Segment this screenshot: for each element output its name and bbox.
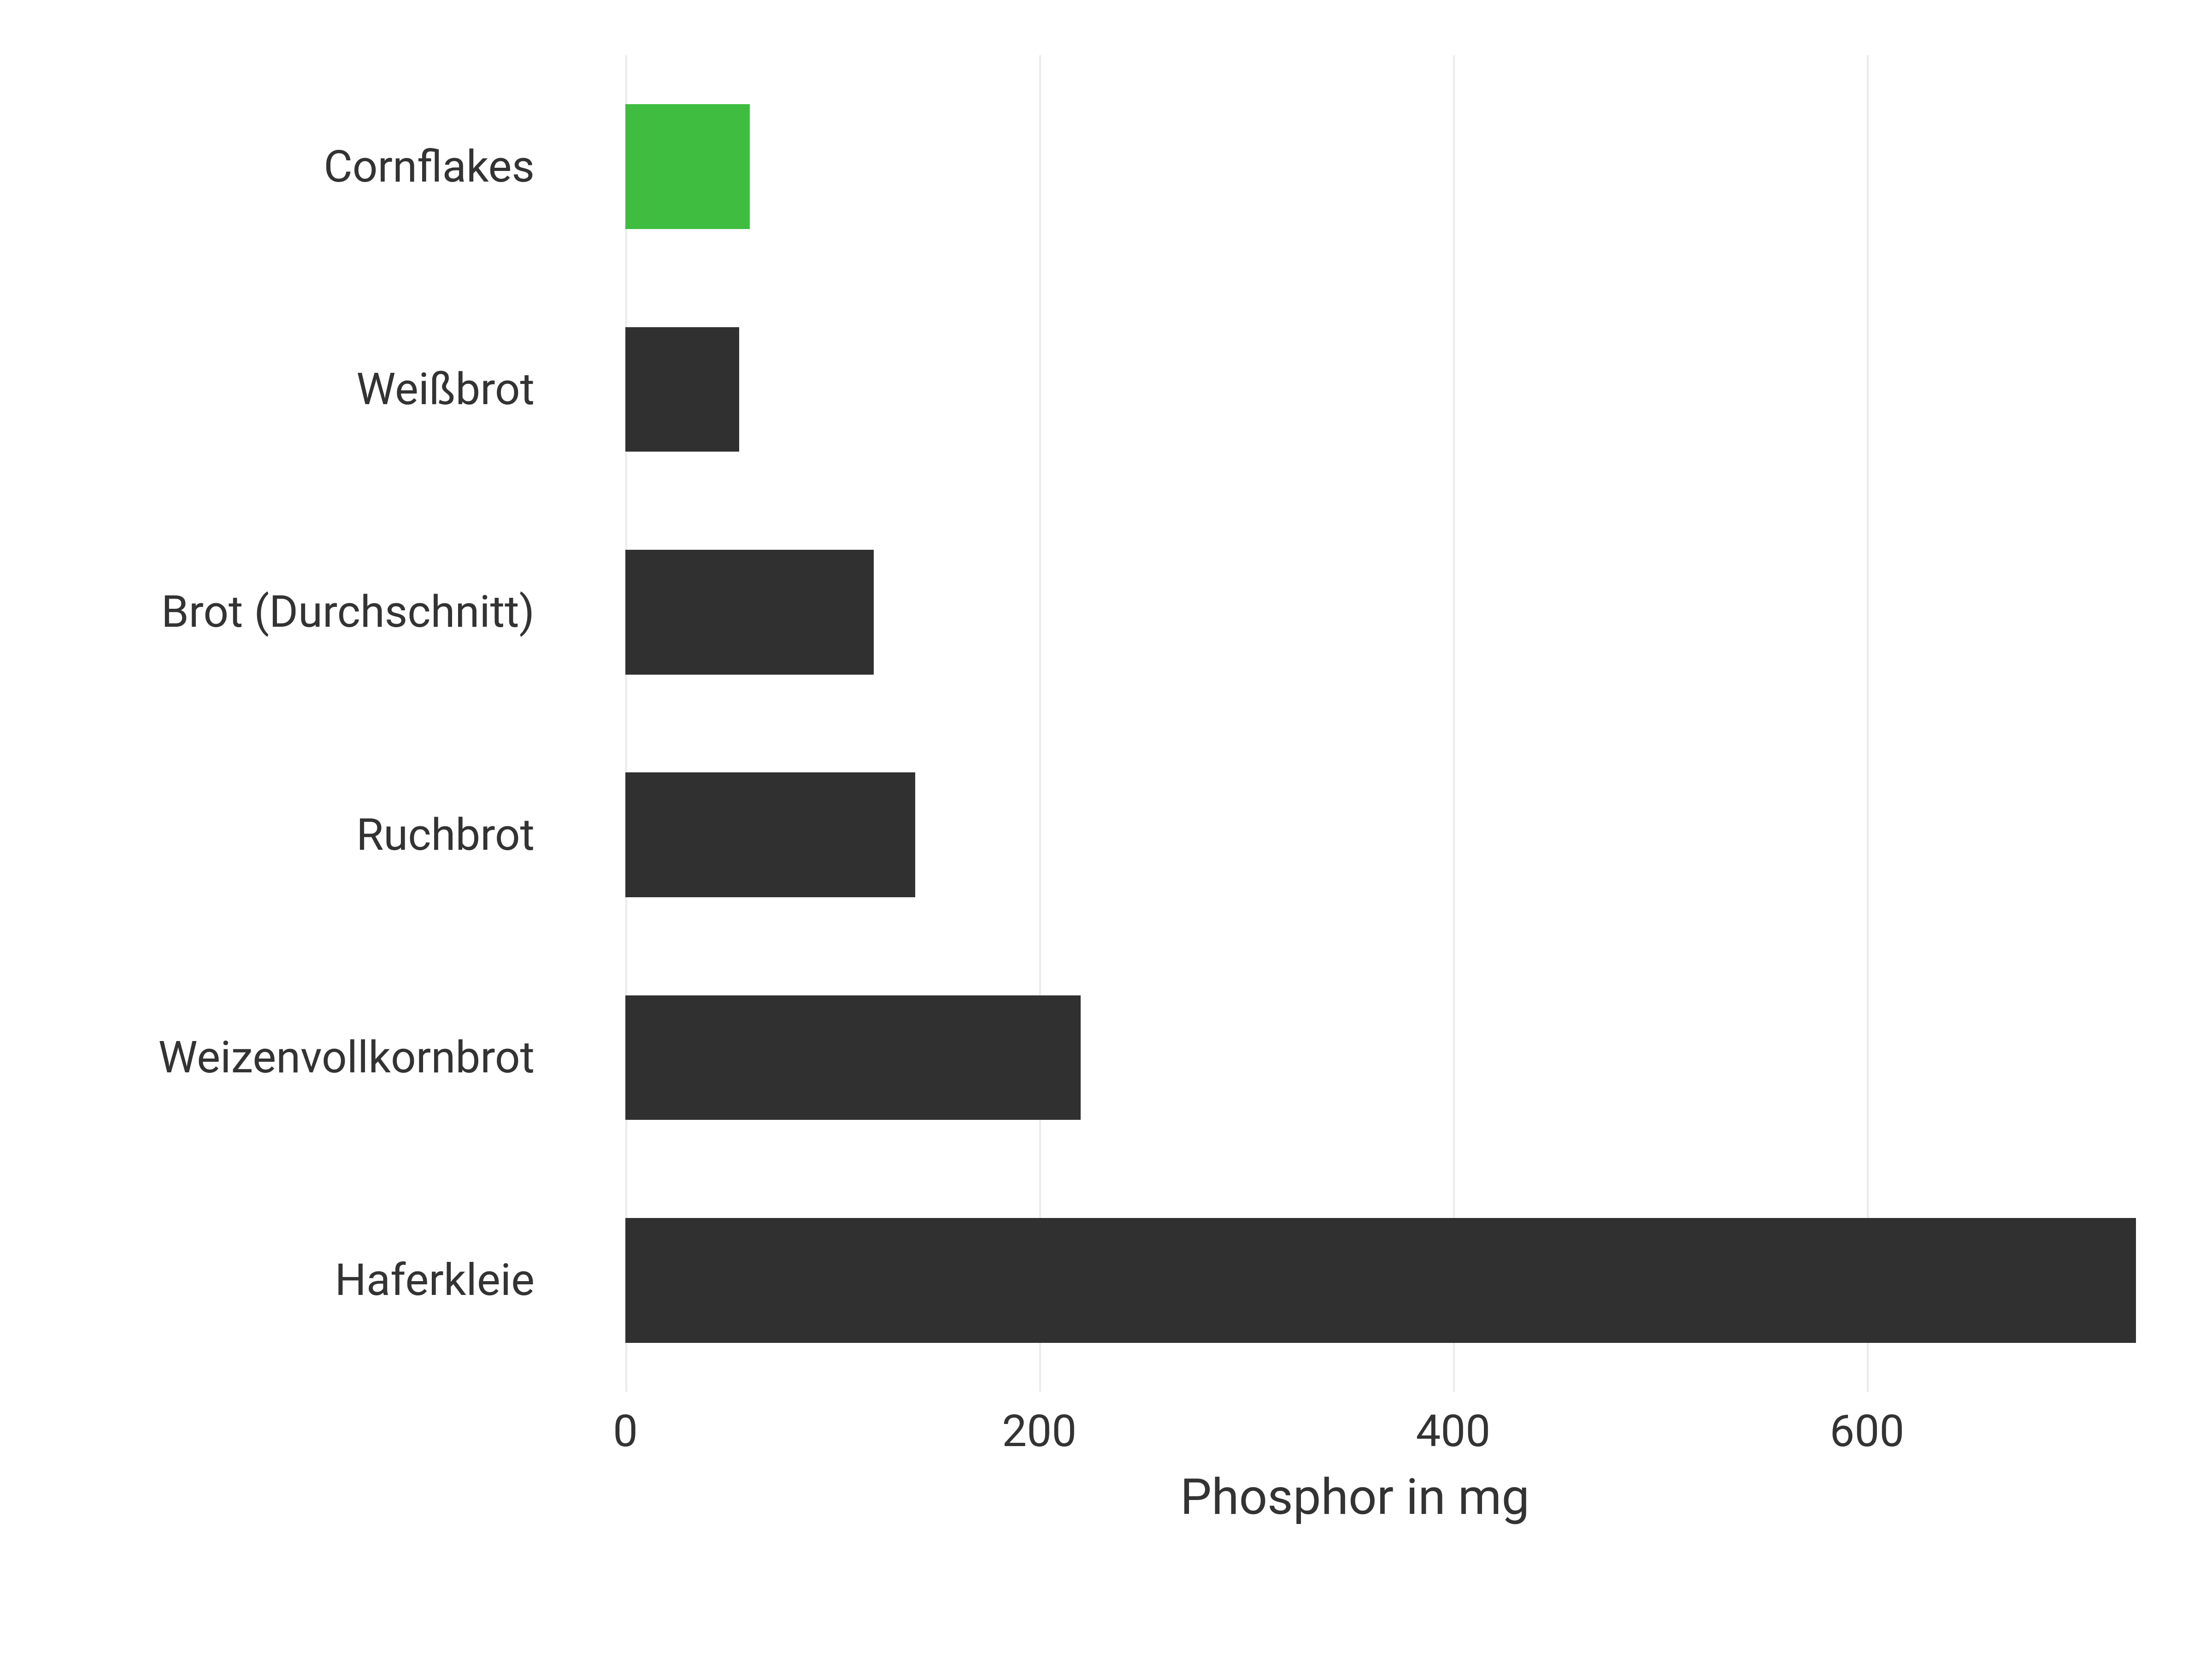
y-axis-label: Ruchbrot [356, 809, 535, 861]
gridline [1453, 55, 1455, 1392]
bar [625, 104, 749, 229]
gridline [625, 55, 627, 1392]
x-tick-label: 600 [1830, 1406, 1904, 1457]
bar [625, 327, 739, 452]
phosphor-bar-chart: Cornflakes Weißbrot Brot (Durchschnitt) Ruc… [0, 0, 2212, 1659]
x-tick-label: 200 [1002, 1406, 1077, 1457]
bar [625, 550, 874, 675]
bar [625, 995, 1081, 1120]
bar [625, 772, 915, 897]
x-axis-title: Phosphor in mg [1180, 1468, 1530, 1526]
x-tick-label: 0 [613, 1406, 638, 1457]
y-axis-label: Weizenvollkornbrot [158, 1032, 535, 1083]
gridline [1867, 55, 1869, 1392]
x-tick-label: 400 [1416, 1406, 1490, 1457]
plot-area [553, 55, 2157, 1392]
y-axis-label: Haferkleie [335, 1254, 535, 1306]
y-axis-label: Brot (Durchschnitt) [161, 586, 535, 638]
y-axis-label: Weißbrot [356, 364, 535, 415]
gridline [1039, 55, 1041, 1392]
bar [625, 1218, 2136, 1343]
y-axis-label: Cornflakes [324, 141, 535, 193]
